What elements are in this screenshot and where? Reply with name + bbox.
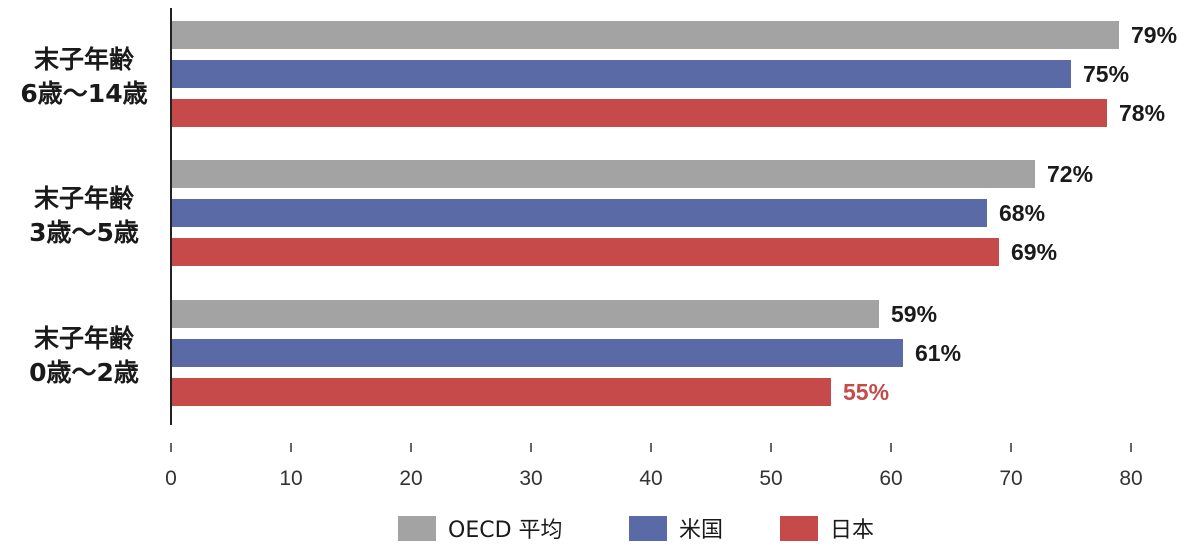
category-label-1-line1: 末子年齢 bbox=[34, 45, 134, 74]
value-label-2-3: 61% bbox=[915, 340, 961, 366]
legend: OECD 平均 米国 日本 bbox=[398, 516, 874, 543]
category-label-1-line2: 6歳〜14歳 bbox=[20, 79, 147, 108]
legend-label-2: 米国 bbox=[679, 518, 723, 543]
category-label-3-line2: 0歳〜2歳 bbox=[29, 358, 139, 387]
value-label-1-1: 79% bbox=[1131, 22, 1177, 48]
bar-3-1 bbox=[171, 99, 1107, 127]
value-label-2-1: 75% bbox=[1083, 61, 1129, 87]
category-label-2-line1: 末子年齢 bbox=[34, 184, 134, 213]
bars-group bbox=[171, 21, 1119, 406]
value-label-1-3: 59% bbox=[891, 301, 937, 327]
bar-2-3 bbox=[171, 339, 903, 367]
x-tick-label-70: 70 bbox=[999, 467, 1022, 490]
bar-1-2 bbox=[171, 160, 1035, 188]
value-labels-group: 79%75% 78% 72%68% 69% 59% 61% 55% bbox=[843, 22, 1177, 405]
x-tick-label-40: 40 bbox=[639, 467, 662, 490]
x-tick-label-0: 0 bbox=[165, 467, 177, 490]
bar-2-2 bbox=[171, 199, 987, 227]
x-tick-label-50: 50 bbox=[759, 467, 782, 490]
x-tick-label-20: 20 bbox=[399, 467, 422, 490]
legend-swatch-1 bbox=[398, 516, 436, 541]
bar-3-2 bbox=[171, 238, 999, 266]
x-tick-label-10: 10 bbox=[279, 467, 302, 490]
bar-3-3 bbox=[171, 378, 831, 406]
x-tick-label-30: 30 bbox=[519, 467, 542, 490]
value-label-3-1: 78% bbox=[1119, 100, 1165, 126]
value-label-2-2: 68% bbox=[999, 200, 1045, 226]
category-label-3-line1: 末子年齢 bbox=[34, 324, 134, 353]
x-tick-label-80: 80 bbox=[1119, 467, 1142, 490]
legend-label-1: OECD 平均 bbox=[448, 518, 563, 543]
x-axis: 0 10 20 30 40 50 60 70 80 bbox=[165, 443, 1143, 490]
legend-swatch-2 bbox=[629, 516, 667, 541]
value-label-1-2: 72% bbox=[1047, 161, 1093, 187]
value-label-3-3: 55% bbox=[843, 379, 889, 405]
bar-1-3 bbox=[171, 300, 879, 328]
bar-1-1 bbox=[171, 21, 1119, 49]
value-label-3-2: 69% bbox=[1011, 239, 1057, 265]
category-label-2-line2: 3歳〜5歳 bbox=[29, 218, 139, 247]
bar-2-1 bbox=[171, 60, 1071, 88]
x-tick-label-60: 60 bbox=[879, 467, 902, 490]
legend-swatch-3 bbox=[780, 516, 818, 541]
legend-label-3: 日本 bbox=[830, 518, 874, 543]
